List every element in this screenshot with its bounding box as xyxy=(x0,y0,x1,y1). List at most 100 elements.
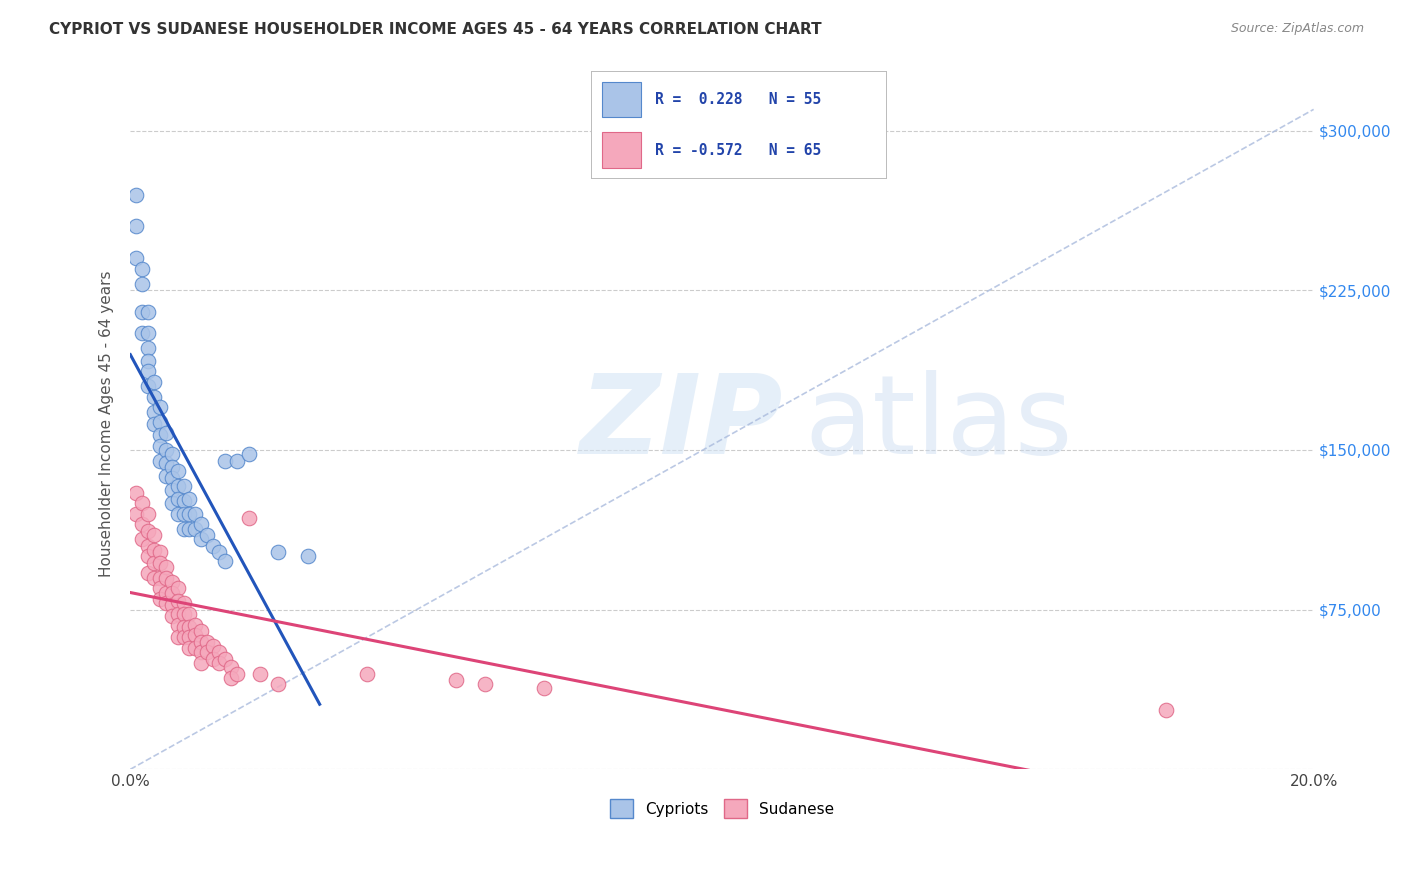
Point xyxy=(155,585,177,599)
Point xyxy=(219,671,242,685)
Point xyxy=(160,609,183,624)
Point xyxy=(190,634,212,648)
Point xyxy=(184,522,207,536)
Text: CYPRIOT VS SUDANESE HOUSEHOLDER INCOME AGES 45 - 64 YEARS CORRELATION CHART: CYPRIOT VS SUDANESE HOUSEHOLDER INCOME A… xyxy=(49,22,823,37)
Point xyxy=(136,566,159,581)
Y-axis label: Householder Income Ages 45 - 64 years: Householder Income Ages 45 - 64 years xyxy=(100,270,114,576)
Point xyxy=(166,594,188,608)
Point xyxy=(149,401,172,415)
Text: Source: ZipAtlas.com: Source: ZipAtlas.com xyxy=(1230,22,1364,36)
Point xyxy=(136,353,159,368)
Point xyxy=(136,549,159,564)
Point xyxy=(214,651,236,665)
Point xyxy=(214,453,236,467)
Point xyxy=(136,524,159,538)
Point xyxy=(533,681,555,696)
Point xyxy=(166,630,188,644)
Point xyxy=(195,528,218,542)
Point xyxy=(160,496,183,510)
Point xyxy=(136,539,159,553)
Point xyxy=(238,511,260,525)
Legend: Cypriots, Sudanese: Cypriots, Sudanese xyxy=(603,793,841,824)
Point xyxy=(173,607,195,621)
Point xyxy=(125,485,148,500)
Point xyxy=(202,539,225,553)
Point xyxy=(166,617,188,632)
Point xyxy=(179,620,201,634)
Point xyxy=(155,425,177,440)
Point xyxy=(136,326,159,340)
Point xyxy=(155,442,177,457)
Point xyxy=(125,507,148,521)
Point xyxy=(225,453,247,467)
Point xyxy=(149,592,172,607)
Bar xyxy=(602,132,641,168)
Point xyxy=(143,390,166,404)
Point xyxy=(143,543,166,558)
Point xyxy=(238,447,260,461)
Point xyxy=(131,304,153,318)
Point xyxy=(190,656,212,670)
Point xyxy=(149,428,172,442)
Point xyxy=(155,596,177,610)
Point xyxy=(155,571,177,585)
Point xyxy=(184,617,207,632)
Point xyxy=(131,326,153,340)
Point xyxy=(208,656,231,670)
Point xyxy=(149,545,172,559)
Point xyxy=(136,507,159,521)
Point xyxy=(143,375,166,389)
Point xyxy=(166,607,188,621)
Point xyxy=(179,491,201,506)
Point xyxy=(143,571,166,585)
Point xyxy=(474,677,496,691)
Point xyxy=(125,219,148,234)
Point xyxy=(173,596,195,610)
Point xyxy=(173,494,195,508)
Point xyxy=(219,660,242,674)
Point xyxy=(143,417,166,432)
Point xyxy=(195,634,218,648)
Point xyxy=(184,507,207,521)
Point xyxy=(125,252,148,266)
Point xyxy=(166,491,188,506)
Text: ZIP: ZIP xyxy=(581,370,783,477)
Point xyxy=(149,582,172,596)
Point xyxy=(173,507,195,521)
Point xyxy=(202,651,225,665)
Point xyxy=(297,549,319,564)
Text: atlas: atlas xyxy=(804,370,1073,477)
Point xyxy=(160,470,183,484)
Point xyxy=(190,645,212,659)
Point xyxy=(166,479,188,493)
Point xyxy=(131,262,153,277)
Point xyxy=(160,585,183,599)
Bar xyxy=(602,82,641,118)
Point xyxy=(166,582,188,596)
Point xyxy=(267,677,290,691)
Point xyxy=(160,460,183,475)
Point xyxy=(149,415,172,429)
Point xyxy=(208,545,231,559)
Point xyxy=(184,628,207,642)
Point xyxy=(131,533,153,547)
Text: R = -0.572   N = 65: R = -0.572 N = 65 xyxy=(655,143,821,158)
Point xyxy=(184,640,207,655)
Point xyxy=(155,560,177,574)
Point xyxy=(190,624,212,638)
Point xyxy=(208,645,231,659)
Point xyxy=(131,277,153,291)
Point xyxy=(190,517,212,532)
Text: R =  0.228   N = 55: R = 0.228 N = 55 xyxy=(655,92,821,107)
Point xyxy=(160,447,183,461)
Point xyxy=(166,464,188,478)
Point xyxy=(202,639,225,653)
Point xyxy=(143,528,166,542)
Point xyxy=(155,468,177,483)
Point xyxy=(225,666,247,681)
Point xyxy=(195,645,218,659)
Point xyxy=(173,630,195,644)
Point xyxy=(444,673,467,687)
Point xyxy=(149,571,172,585)
Point xyxy=(249,666,271,681)
